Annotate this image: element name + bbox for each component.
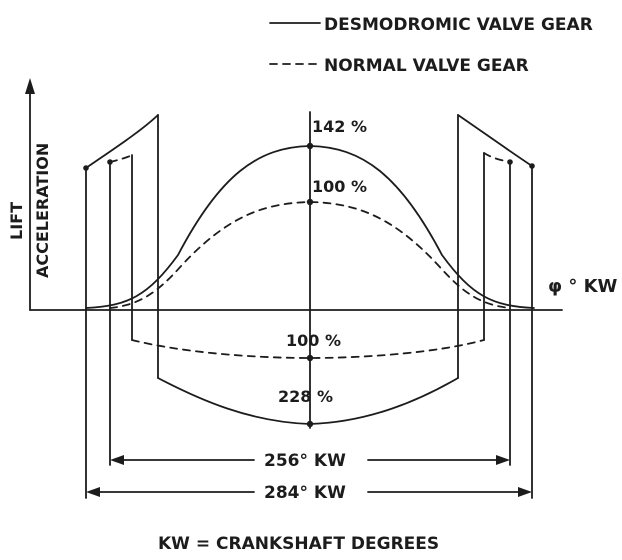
y-axis-arrow-icon <box>25 78 35 94</box>
desmodromic-curve <box>83 114 535 428</box>
normal-curve <box>107 152 513 362</box>
desmo-left-ramp <box>85 114 159 169</box>
percent-labels: 142 % 100 % 100 % 228 % <box>278 117 367 406</box>
span-dimensions: 256° KW 284° KW <box>86 451 532 503</box>
outer-span-right-arrowhead-icon <box>518 487 532 497</box>
desmo-peak-marker <box>306 142 314 150</box>
normal-negative-label: 100 % <box>286 331 341 350</box>
legend: DESMODROMIC VALVE GEAR NORMAL VALVE GEAR <box>269 15 593 76</box>
legend-dashed-label: NORMAL VALVE GEAR <box>324 56 529 76</box>
inner-span-left-arrowhead-icon <box>110 455 124 465</box>
footnote: KW = CRANKSHAFT DEGREES <box>158 534 439 554</box>
extension-lines <box>85 161 533 499</box>
legend-solid-label: DESMODROMIC VALVE GEAR <box>324 15 593 35</box>
normal-negative-marker <box>306 354 314 362</box>
inner-span-right-arrowhead-icon <box>496 455 510 465</box>
normal-negative-curve <box>131 339 485 359</box>
desmo-peak-label: 142 % <box>312 117 367 136</box>
normal-left-ramp <box>109 154 133 163</box>
x-label: φ ° KW <box>548 276 618 297</box>
normal-right-ramp <box>483 152 511 163</box>
outer-span-label: 284° KW <box>264 483 346 503</box>
normal-peak-label: 100 % <box>312 177 367 196</box>
y-label-lift: LIFT <box>7 202 26 240</box>
outer-span-left-arrowhead-icon <box>86 487 100 497</box>
desmo-negative-label: 228 % <box>278 387 333 406</box>
inner-span-label: 256° KW <box>264 451 346 471</box>
desmo-negative-marker <box>306 420 314 428</box>
desmo-right-ramp <box>457 114 533 167</box>
axes: LIFT ACCELERATION φ ° KW <box>7 78 618 429</box>
y-label-acceleration: ACCELERATION <box>33 143 52 278</box>
normal-peak-marker <box>306 198 314 206</box>
